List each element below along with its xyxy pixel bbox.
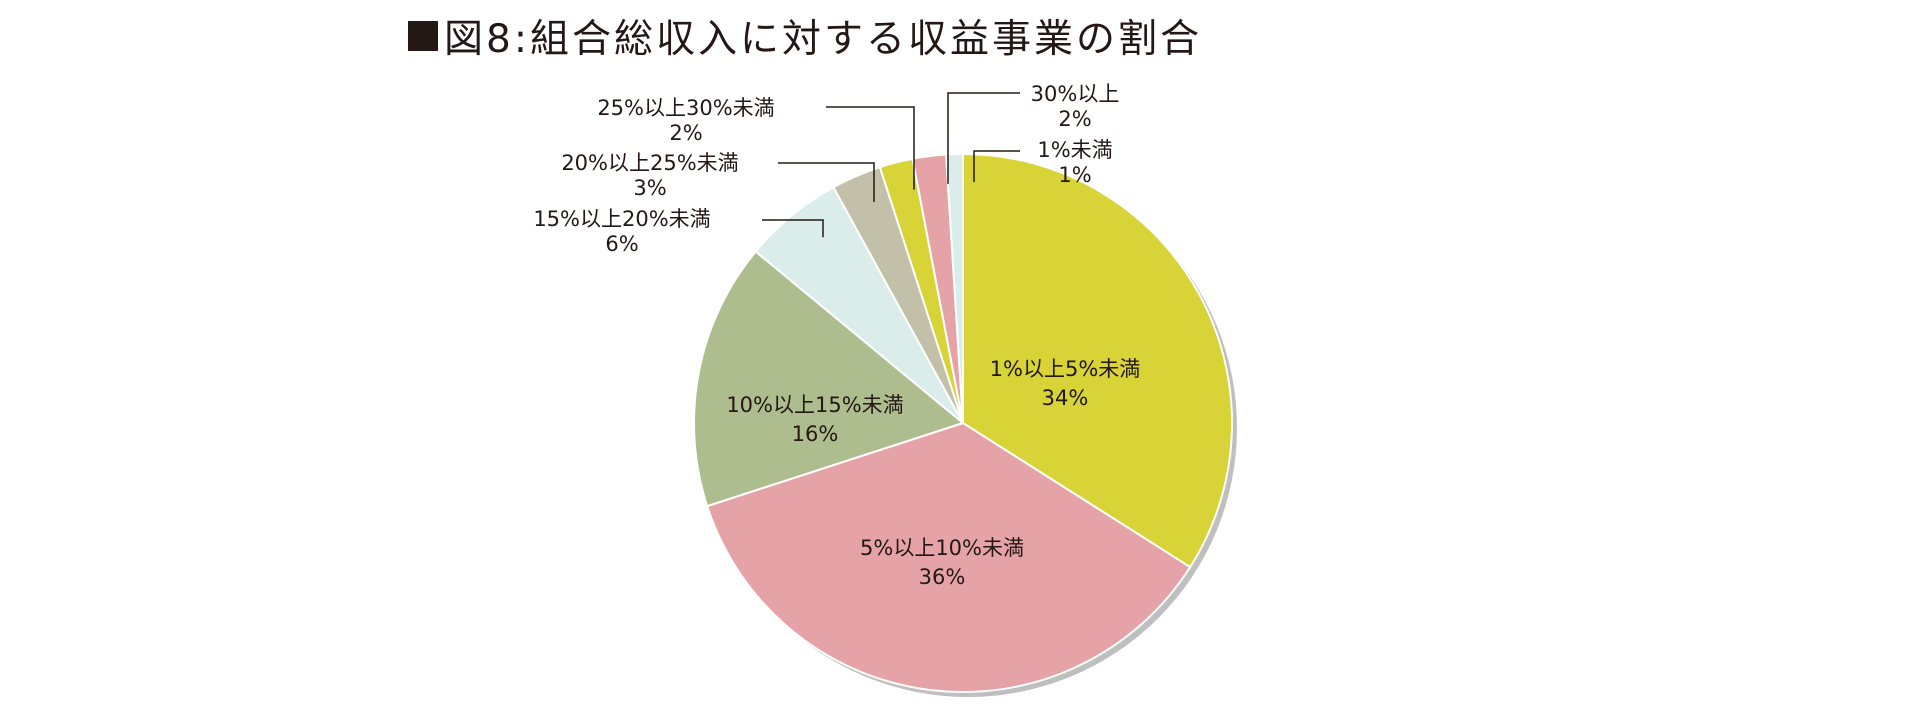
slice-value-label: 16%: [792, 422, 839, 446]
leader-line: [947, 92, 1020, 184]
slice-value-label: 1%: [1058, 163, 1091, 187]
slice-label: 25%以上30%未満: [597, 96, 774, 120]
slice-label: 30%以上: [1031, 82, 1120, 106]
slice-label: 1%未満: [1037, 138, 1112, 162]
title-square-icon: [408, 21, 438, 51]
slice-label: 15%以上20%未満: [533, 207, 710, 231]
leader-line: [973, 150, 1020, 183]
slice-value-label: 36%: [919, 565, 966, 589]
leader-line: [762, 219, 824, 238]
pie-slice: [705, 421, 1192, 693]
slice-label: 20%以上25%未満: [561, 151, 738, 175]
chart-title: 図8:組合総収入に対する収益事業の割合: [408, 8, 1202, 64]
slice-value-label: 34%: [1042, 386, 1089, 410]
slice-value-label: 6%: [605, 232, 638, 256]
slice-label: 5%以上10%未満: [860, 536, 1024, 560]
pie-slice: [962, 152, 1233, 569]
slice-value-label: 2%: [669, 121, 702, 145]
slice-value-label: 3%: [633, 176, 666, 200]
leader-line: [826, 106, 915, 190]
pie-slice: [693, 250, 966, 508]
slice-label: 10%以上15%未満: [726, 393, 903, 417]
pie-slice: [945, 152, 964, 424]
chart-title-text: 図8:組合総収入に対する収益事業の割合: [444, 17, 1202, 62]
slice-label: 1%以上5%未満: [990, 357, 1141, 381]
leader-line: [778, 162, 875, 202]
slice-value-label: 2%: [1058, 107, 1091, 131]
